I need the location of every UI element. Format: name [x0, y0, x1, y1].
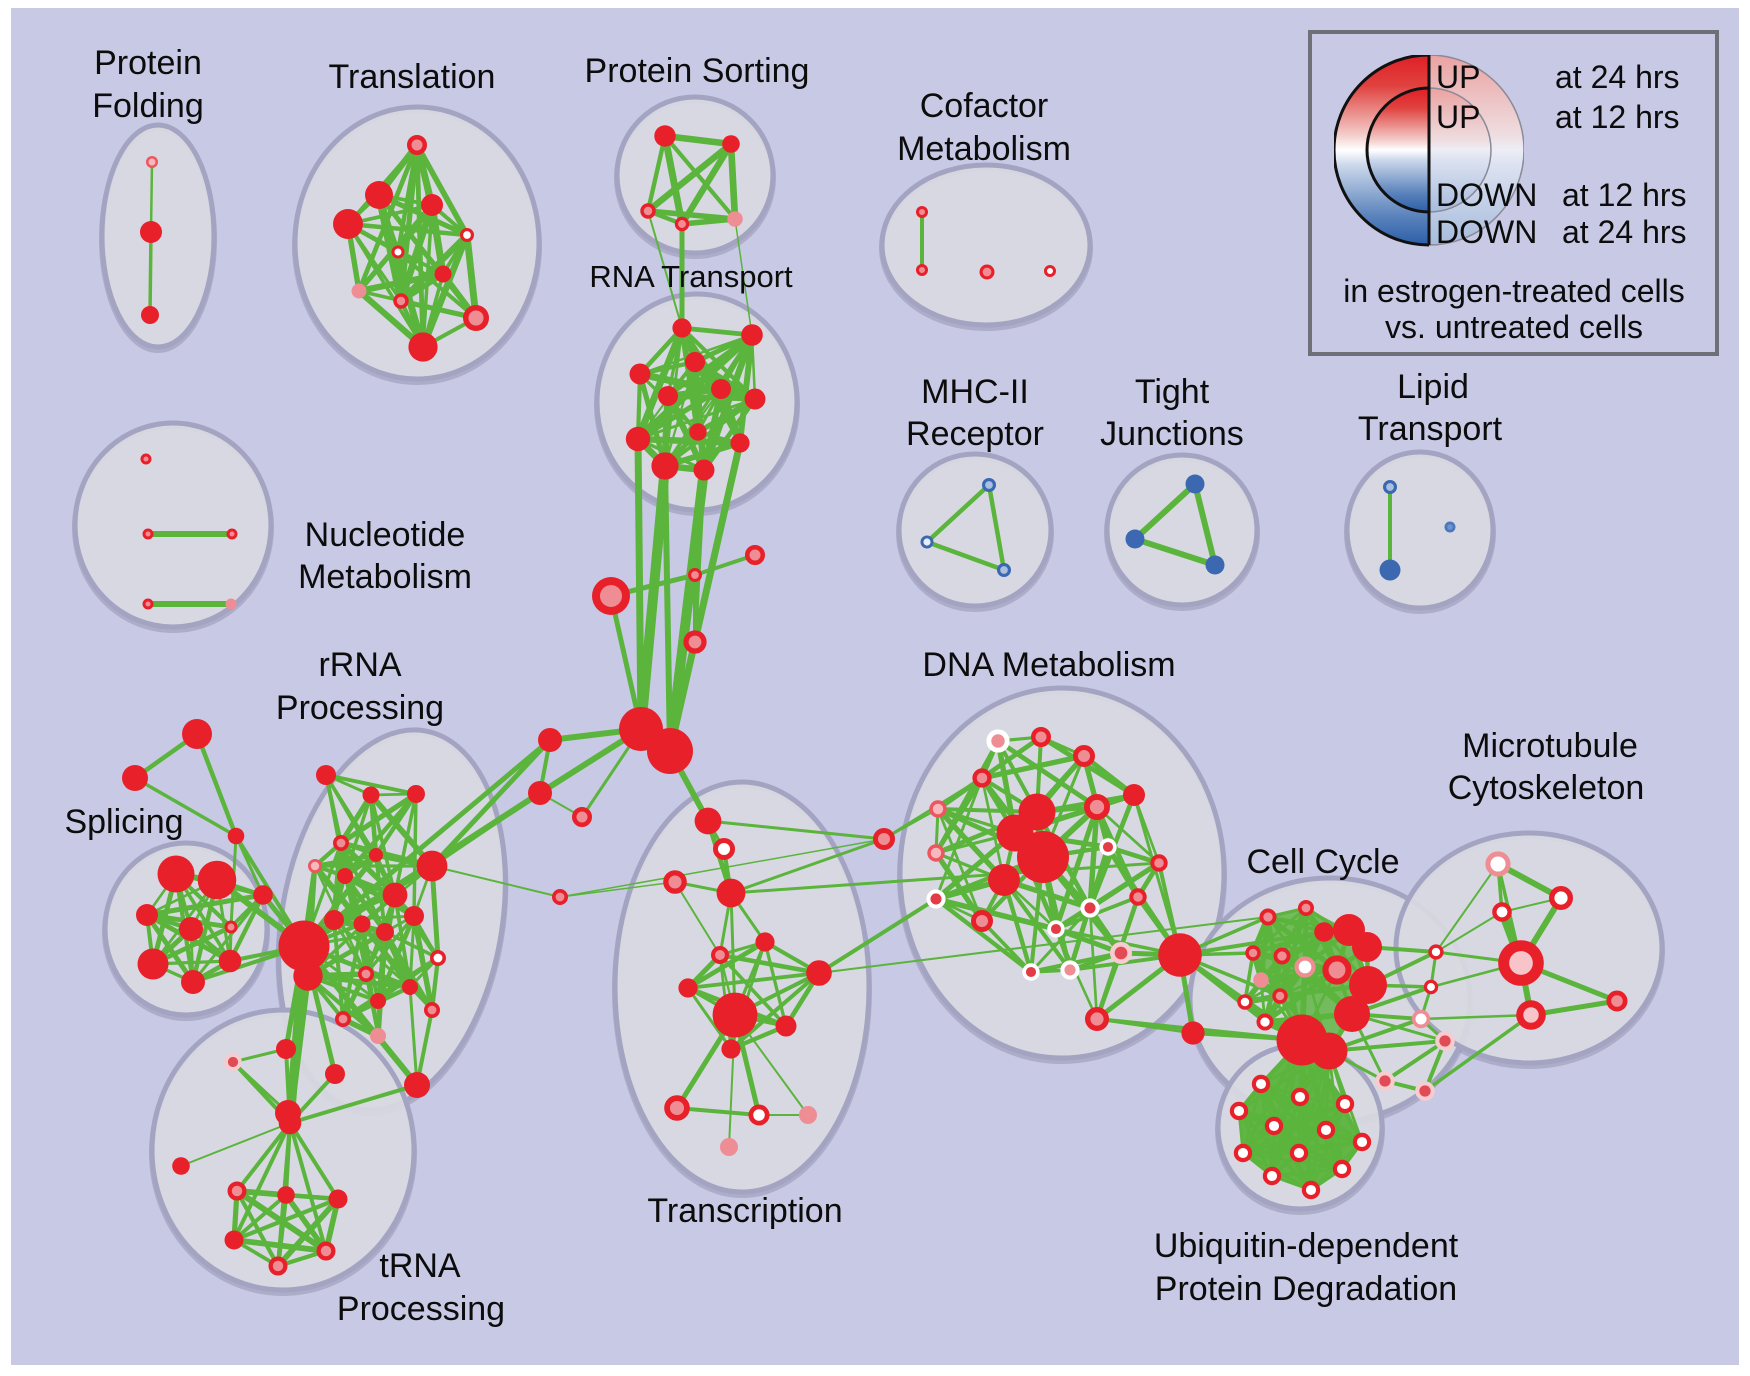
svg-text:Ubiquitin-dependent: Ubiquitin-dependent: [1154, 1227, 1459, 1265]
svg-text:Microtubule: Microtubule: [1462, 727, 1638, 765]
svg-text:Protein Degradation: Protein Degradation: [1155, 1270, 1457, 1308]
svg-text:Processing: Processing: [337, 1290, 505, 1328]
svg-text:Protein: Protein: [94, 44, 202, 82]
svg-text:UP: UP: [1436, 99, 1480, 135]
svg-text:at 24 hrs: at 24 hrs: [1555, 59, 1680, 95]
svg-text:Cell Cycle: Cell Cycle: [1246, 843, 1399, 881]
svg-text:Metabolism: Metabolism: [897, 130, 1071, 168]
svg-text:Translation: Translation: [329, 58, 496, 96]
svg-text:at 12 hrs: at 12 hrs: [1555, 99, 1680, 135]
svg-text:at 12 hrs: at 12 hrs: [1562, 177, 1687, 213]
svg-text:Cytoskeleton: Cytoskeleton: [1448, 769, 1645, 807]
svg-text:rRNA: rRNA: [318, 646, 401, 684]
svg-text:Metabolism: Metabolism: [298, 558, 472, 596]
svg-text:Nucleotide: Nucleotide: [305, 516, 466, 554]
svg-text:UP: UP: [1436, 59, 1480, 95]
svg-text:Processing: Processing: [276, 689, 444, 727]
svg-text:Splicing: Splicing: [64, 803, 183, 841]
svg-text:DNA Metabolism: DNA Metabolism: [922, 646, 1175, 684]
svg-text:Lipid: Lipid: [1397, 368, 1469, 406]
svg-text:in estrogen-treated cells: in estrogen-treated cells: [1343, 273, 1685, 309]
svg-text:Folding: Folding: [92, 87, 204, 125]
svg-text:MHC-II: MHC-II: [921, 373, 1029, 411]
svg-text:Transcription: Transcription: [647, 1192, 842, 1230]
svg-text:Protein Sorting: Protein Sorting: [585, 52, 810, 90]
svg-text:Transport: Transport: [1358, 410, 1503, 448]
svg-text:Tight: Tight: [1135, 373, 1210, 411]
svg-text:RNA Transport: RNA Transport: [589, 259, 793, 294]
svg-text:tRNA: tRNA: [379, 1247, 461, 1285]
svg-text:at 24 hrs: at 24 hrs: [1562, 214, 1687, 250]
svg-text:vs. untreated cells: vs. untreated cells: [1385, 309, 1643, 345]
svg-text:Junctions: Junctions: [1100, 415, 1244, 453]
svg-text:DOWN: DOWN: [1436, 177, 1537, 213]
svg-text:DOWN: DOWN: [1436, 214, 1537, 250]
svg-text:Cofactor: Cofactor: [920, 87, 1049, 125]
svg-text:Receptor: Receptor: [906, 415, 1044, 453]
